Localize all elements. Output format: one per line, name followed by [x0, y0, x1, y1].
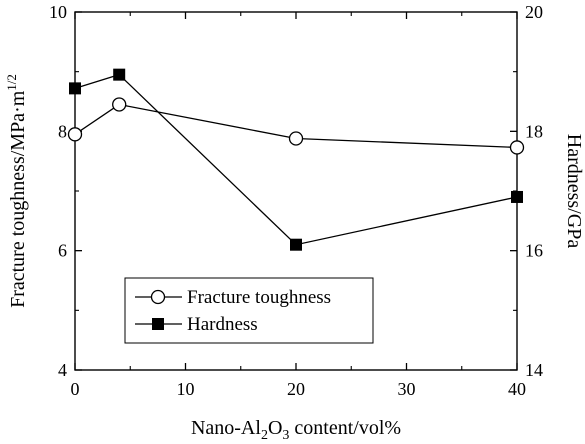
data-point-hardness	[290, 238, 302, 251]
y-right-axis-title: Hardness/GPa	[563, 134, 585, 249]
data-point-fracture-toughness	[67, 127, 83, 142]
y-right-tick-label: 14	[525, 360, 543, 380]
legend: Fracture toughness Hardness	[124, 277, 374, 344]
x-axis-title-sub2: 3	[282, 428, 289, 443]
x-tick-label: 20	[287, 379, 305, 399]
legend-label-fracture-toughness: Fracture toughness	[187, 287, 331, 308]
y-left-axis-title-sup: 1/2	[4, 74, 19, 91]
data-point-hardness	[69, 82, 81, 95]
x-tick-label: 40	[508, 379, 526, 399]
data-point-hardness	[113, 68, 126, 81]
x-axis-title-suffix: content/vol%	[289, 417, 401, 439]
legend-marker-hardness	[152, 318, 164, 330]
x-tick-label: 0	[71, 379, 80, 399]
data-point-fracture-toughness	[509, 140, 525, 155]
legend-marker-fracture-toughness	[150, 289, 166, 305]
x-tick-label: 30	[398, 379, 416, 399]
y-left-tick-label: 4	[58, 360, 67, 380]
series-layer	[67, 68, 525, 251]
legend-box	[124, 277, 374, 344]
legend-label-hardness: Hardness	[187, 314, 258, 335]
data-point-hardness	[511, 190, 523, 203]
y-left-tick-label: 6	[58, 241, 67, 261]
x-axis-title-mid: O	[268, 417, 282, 439]
x-axis-title-prefix: Nano-Al	[191, 417, 261, 439]
y-left-axis-title-main: Fracture toughness/MPa·m	[7, 90, 29, 308]
y-right-tick-label: 16	[525, 241, 543, 261]
y-right-tick-label: 18	[525, 121, 543, 141]
series-line-hardness	[74, 73, 518, 246]
data-point-fracture-toughness	[288, 131, 304, 146]
x-axis-title-sub1: 2	[261, 428, 268, 443]
y-left-axis-title: Fracture toughness/MPa·m1/2	[4, 74, 29, 308]
axis-ticks: 0 10 20 30 40 4 6 8 10 14 16 18 20	[49, 2, 543, 399]
x-tick-label: 10	[177, 379, 195, 399]
data-point-fracture-toughness	[112, 97, 127, 112]
y-left-tick-label: 8	[58, 121, 67, 141]
y-left-tick-label: 10	[49, 2, 67, 22]
series-line-fracture-toughness	[74, 103, 518, 149]
x-axis-title: Nano-Al2O3 content/vol%	[191, 417, 401, 443]
y-right-tick-label: 20	[525, 2, 543, 22]
